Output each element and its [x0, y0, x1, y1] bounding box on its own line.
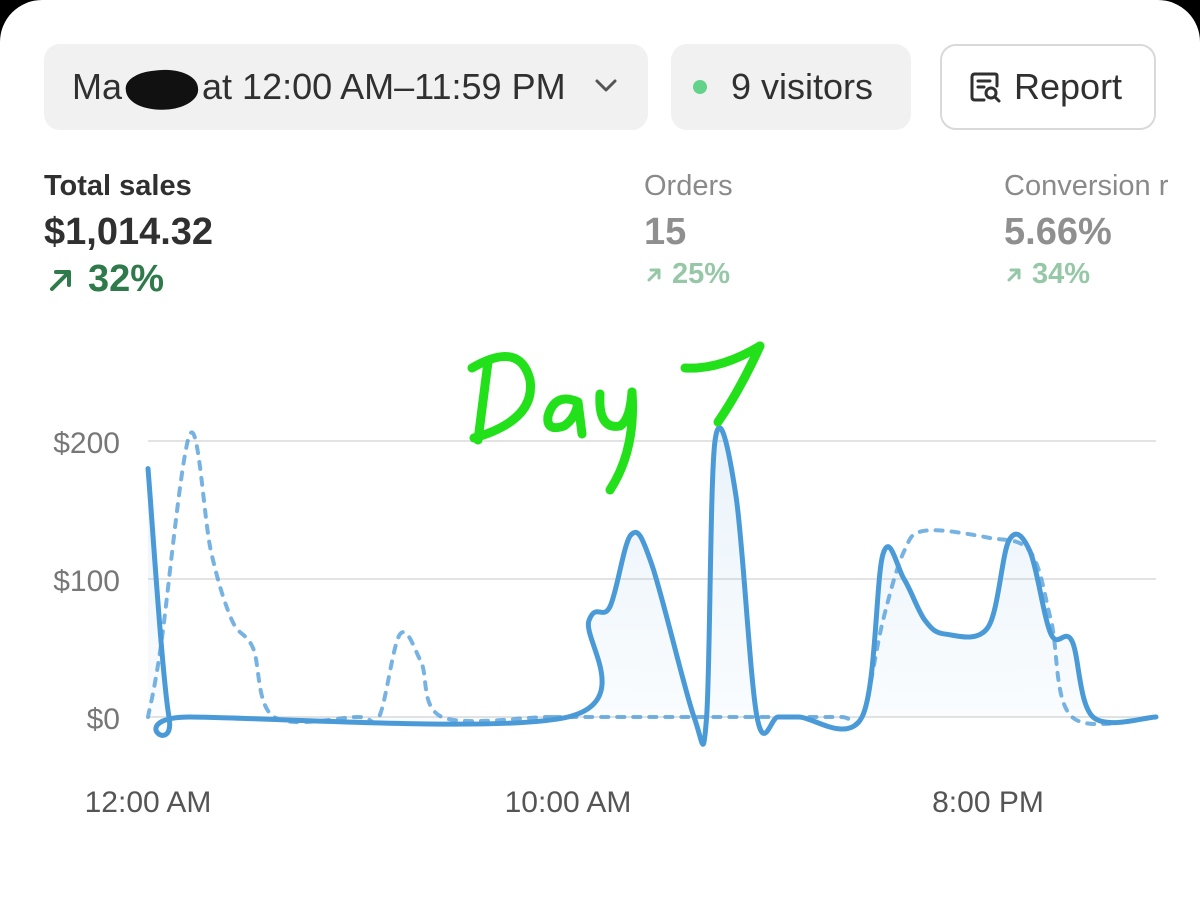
metric-orders[interactable]: Orders 15 25%: [644, 170, 733, 291]
metric-conversion-rate[interactable]: Conversion r 5.66% 34%: [1004, 170, 1168, 291]
metric-label: Conversion r: [1004, 170, 1169, 202]
date-range-label: at 12:00 AM–11:59 PM: [202, 66, 566, 107]
metric-delta: 25%: [644, 258, 733, 291]
report-label: Report: [1014, 66, 1123, 107]
date-range-prefix: Ma: [72, 66, 123, 107]
metric-delta-value: 25%: [672, 258, 731, 290]
date-range-selector[interactable]: Ma at 12:00 AM–11:59 PM: [44, 44, 648, 130]
metric-label: Orders: [644, 170, 733, 202]
arrow-up-right-icon: [647, 268, 661, 281]
chevron-down-icon: [595, 79, 617, 92]
metric-delta-value: 32%: [88, 258, 165, 300]
live-dot-icon: [693, 80, 707, 94]
x-tick-label: 8:00 PM: [932, 786, 1044, 819]
y-tick-label: $100: [53, 565, 120, 598]
report-button[interactable]: Report: [940, 44, 1156, 130]
metric-delta-value: 34%: [1032, 258, 1091, 290]
metric-value: 15: [644, 211, 687, 253]
metric-value: $1,014.32: [44, 211, 214, 253]
series-area: [148, 427, 1156, 745]
arrow-up-right-icon: [1007, 268, 1021, 281]
visitors-count: 9 visitors: [731, 66, 874, 107]
y-tick-label: $200: [53, 427, 120, 460]
metric-total-sales[interactable]: Total sales $1,014.32 32%: [44, 170, 213, 301]
metric-delta: 34%: [1004, 258, 1168, 291]
metric-label: Total sales: [44, 170, 192, 202]
y-tick-label: $0: [87, 703, 120, 736]
report-icon: [970, 72, 1001, 103]
x-tick-label: 12:00 AM: [85, 786, 212, 819]
sales-chart[interactable]: $200 $100 $0 12:00 AM 10:00 AM 8:00 PM: [0, 330, 1200, 852]
current-series-line: [145, 425, 1159, 747]
live-visitors-badge[interactable]: 9 visitors: [671, 44, 911, 130]
metric-delta: 32%: [44, 258, 213, 301]
x-tick-label: 10:00 AM: [505, 786, 632, 819]
redaction-scribble: [124, 66, 200, 114]
arrow-up-right-icon: [50, 269, 71, 291]
metric-value: 5.66%: [1004, 211, 1112, 253]
comparison-series-line: [146, 430, 1158, 727]
